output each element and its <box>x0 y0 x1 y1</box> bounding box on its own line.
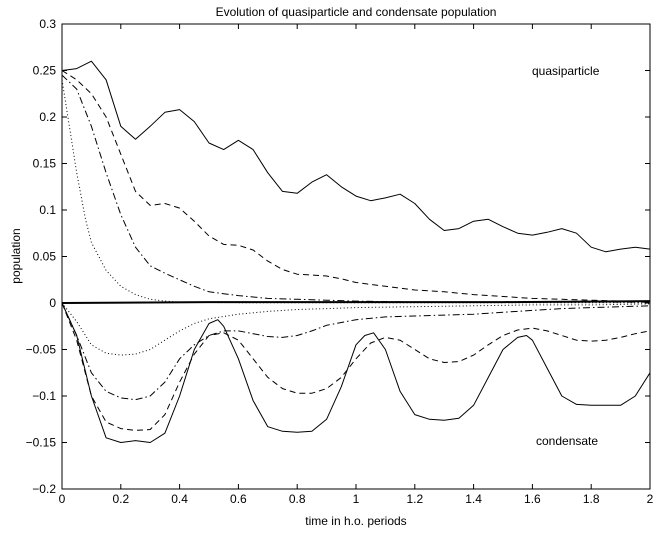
x-tick-label: 1.8 <box>583 492 600 506</box>
x-tick-label: 0.6 <box>230 492 247 506</box>
plot-background <box>62 24 650 489</box>
y-tick-label: −0.1 <box>32 389 56 403</box>
x-tick-label: 0.4 <box>171 492 188 506</box>
x-tick-label: 1.4 <box>465 492 482 506</box>
series-layer <box>61 60 651 443</box>
y-tick-label: −0.15 <box>26 436 57 450</box>
y-tick-label: 0.25 <box>33 64 57 78</box>
annotation-quasiparticle: quasiparticle <box>532 64 600 78</box>
x-tick-label: 1 <box>353 492 360 506</box>
y-tick-label: 0 <box>49 296 56 310</box>
x-tick-label: 2 <box>647 492 653 506</box>
series-line-4 <box>61 302 651 443</box>
series-line-0 <box>61 60 651 253</box>
chart-title: Evolution of quasiparticle and condensat… <box>216 5 497 19</box>
series-line-5 <box>61 302 651 431</box>
plot-frame <box>61 23 651 490</box>
x-tick-label: 0.2 <box>112 492 129 506</box>
annotation-condensate: condensate <box>536 434 598 448</box>
y-tick-label: 0.05 <box>33 250 57 264</box>
y-tick-label: −0.2 <box>32 482 56 496</box>
x-tick-label: 0 <box>59 492 66 506</box>
y-axis-label: population <box>9 228 23 283</box>
series-line-1 <box>61 70 650 302</box>
y-tick-label: 0.15 <box>33 157 57 171</box>
x-tick-label: 1.6 <box>524 492 541 506</box>
x-tick-label: 1.2 <box>406 492 423 506</box>
series-line-8 <box>61 300 651 304</box>
y-tick-label: 0.2 <box>39 110 56 124</box>
y-tick-label: 0.3 <box>39 17 56 31</box>
x-tick-label: 0.8 <box>289 492 306 506</box>
tick-layer: 0 0.2 0.4 0.6 0.8 1 1.2 1.4 1.6 1.8 2 0.3 0.25 0.2 0.1… <box>26 17 653 506</box>
y-tick-label: −0.05 <box>26 343 57 357</box>
y-tick-label: 0.1 <box>39 203 56 217</box>
x-axis-label: time in h.o. periods <box>305 514 406 528</box>
